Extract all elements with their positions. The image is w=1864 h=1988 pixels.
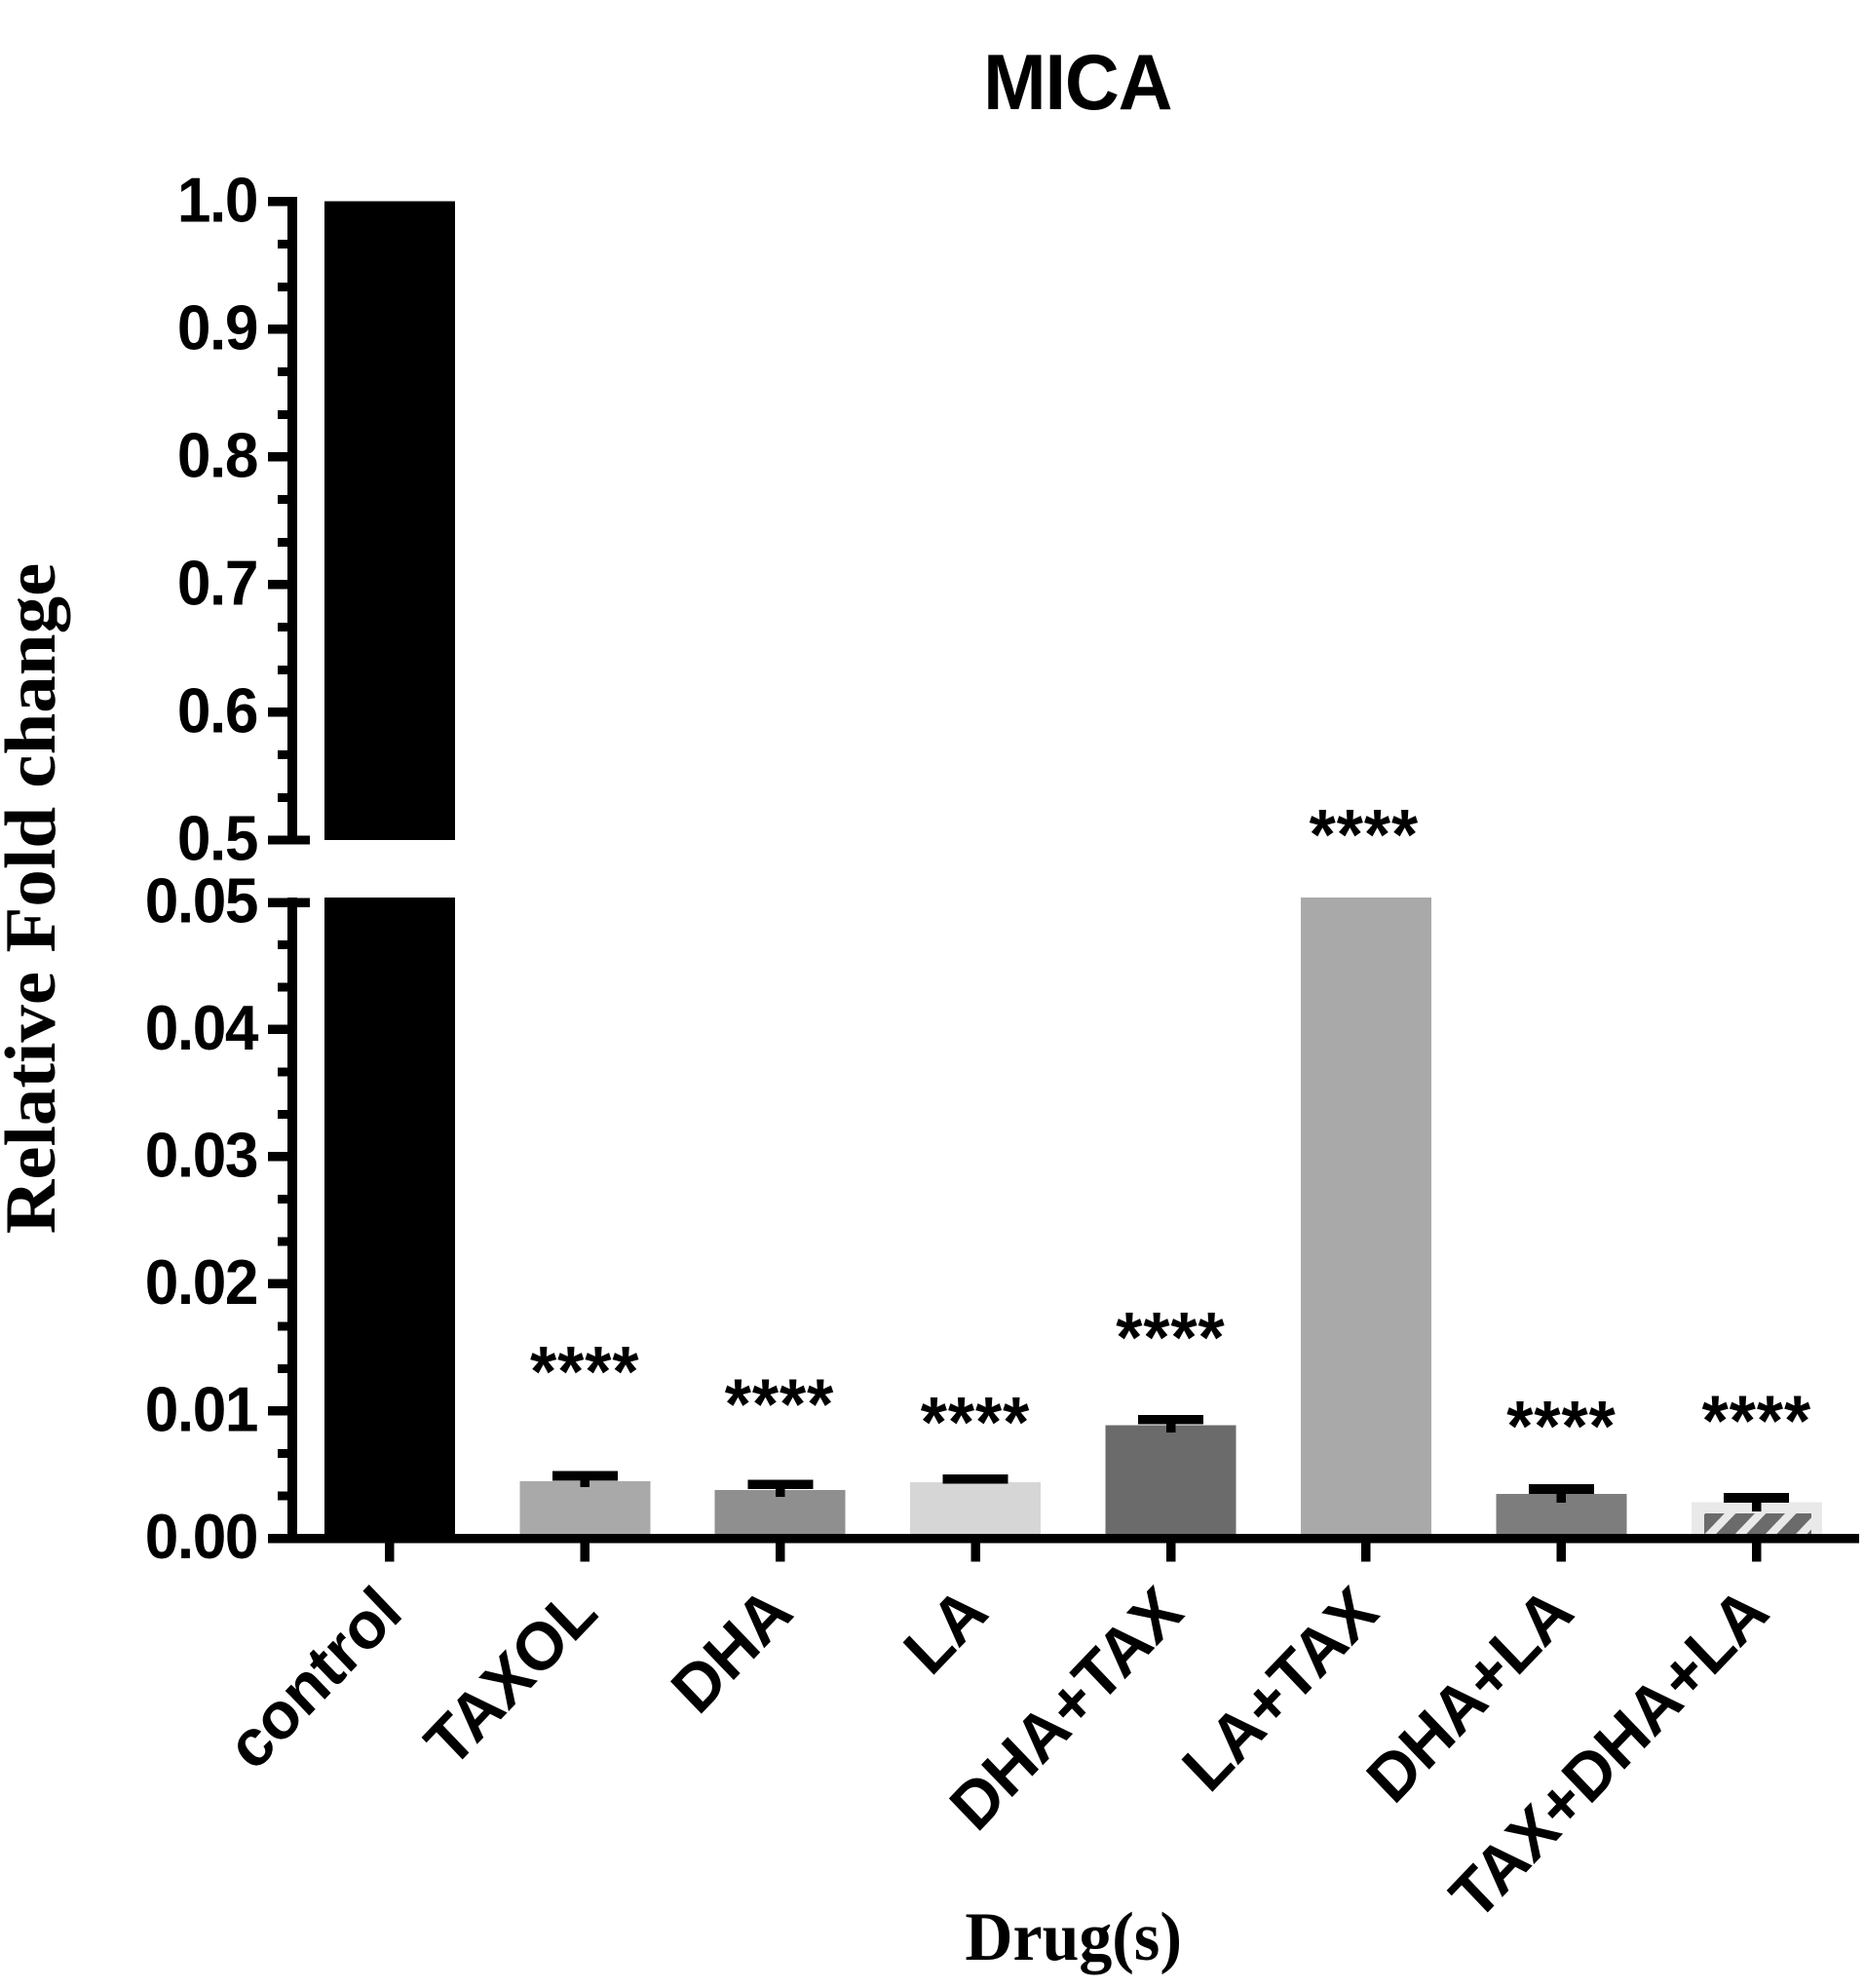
svg-text:****: **** [1310, 795, 1419, 875]
svg-text:****: **** [921, 1383, 1030, 1463]
svg-text:0.7: 0.7 [177, 548, 257, 619]
svg-text:0.8: 0.8 [177, 420, 257, 491]
svg-text:****: **** [530, 1332, 639, 1412]
svg-text:Relative Fold change: Relative Fold change [0, 563, 71, 1234]
svg-text:MICA: MICA [983, 37, 1171, 126]
svg-text:0.02: 0.02 [145, 1247, 257, 1319]
svg-text:0.03: 0.03 [145, 1120, 257, 1191]
svg-text:****: **** [725, 1365, 834, 1445]
svg-text:0.00: 0.00 [145, 1502, 257, 1573]
svg-text:0.5: 0.5 [177, 803, 257, 874]
svg-text:0.01: 0.01 [145, 1374, 257, 1445]
svg-text:****: **** [1506, 1387, 1616, 1467]
svg-text:0.9: 0.9 [177, 292, 257, 363]
svg-text:0.04: 0.04 [145, 993, 259, 1064]
svg-text:****: **** [1702, 1381, 1811, 1461]
svg-text:0.6: 0.6 [177, 675, 257, 746]
svg-text:1.0: 1.0 [177, 165, 257, 236]
svg-text:****: **** [1116, 1298, 1225, 1378]
svg-text:0.05: 0.05 [145, 865, 257, 937]
svg-text:Drug(s): Drug(s) [965, 1899, 1182, 1976]
